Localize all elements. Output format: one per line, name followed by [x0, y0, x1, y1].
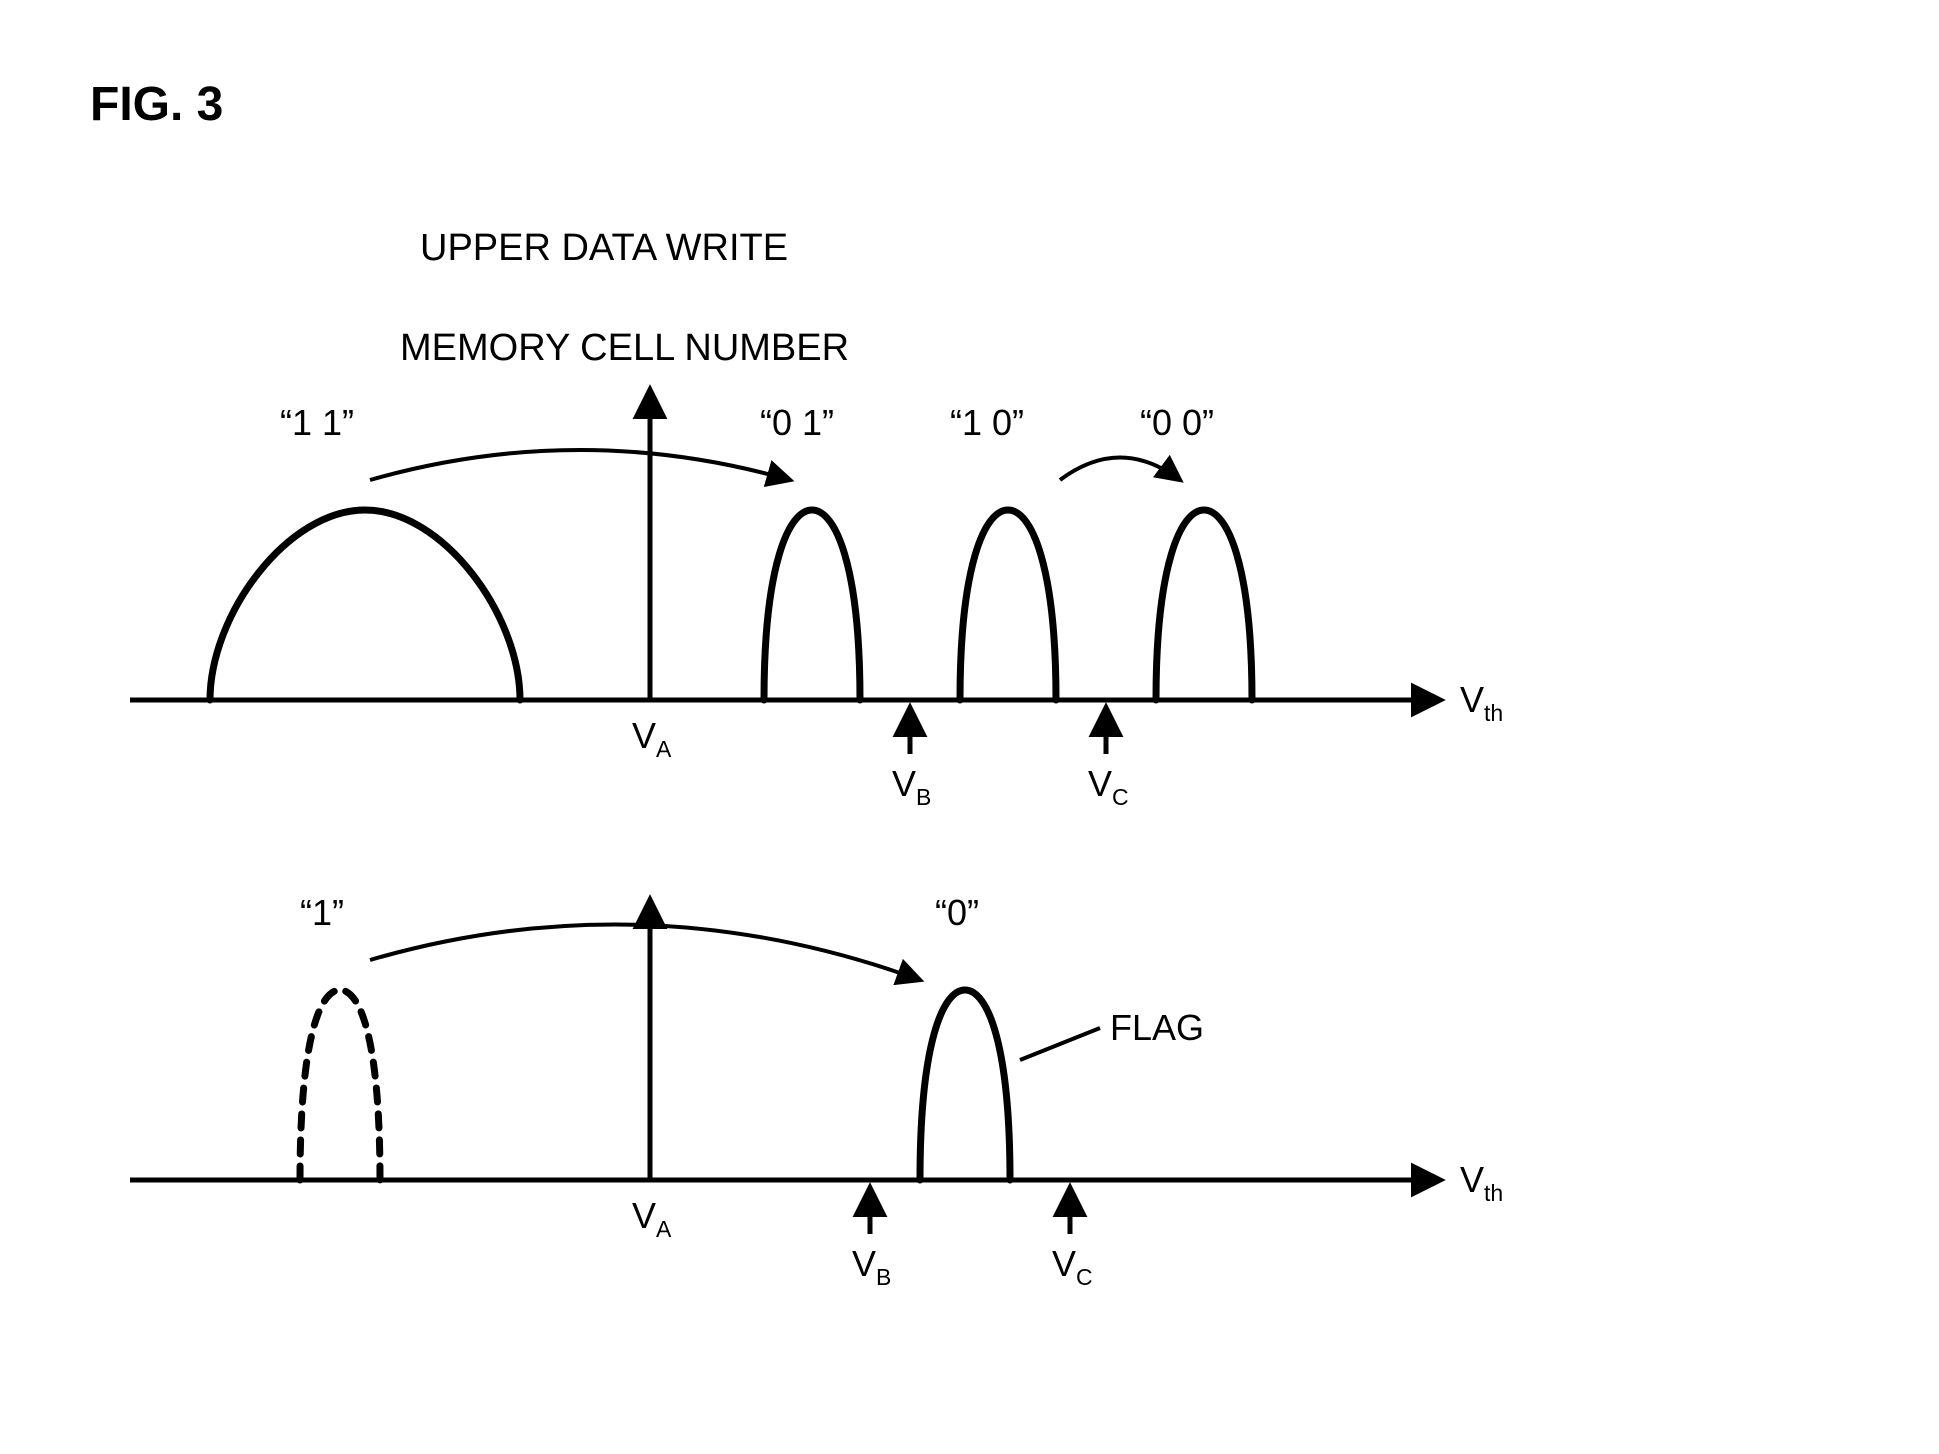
bottom-distribution-0 [300, 990, 380, 1180]
figure-label: FIG. 3 [90, 78, 223, 131]
top-tick-label-2: VC [1088, 763, 1129, 810]
top-transition-arrow-0 [370, 450, 790, 480]
top-distribution-3 [1156, 510, 1252, 700]
diagram-title: UPPER DATA WRITE [420, 227, 788, 269]
bottom-tick-label-0: VA [632, 1195, 672, 1242]
flag-label: FLAG [1110, 1007, 1204, 1048]
bottom-distribution-1 [920, 990, 1010, 1180]
bottom-state-label-1: “0” [935, 892, 979, 933]
top-tick-label-1: VB [892, 763, 931, 810]
top-distribution-2 [960, 510, 1056, 700]
top-vth-label: Vth [1460, 679, 1503, 726]
top-transition-arrow-1 [1060, 458, 1180, 481]
bottom-tick-label-2: VC [1052, 1243, 1093, 1290]
bottom-vth-label: Vth [1460, 1159, 1503, 1206]
top-state-label-1: “0 1” [760, 402, 834, 443]
bottom-tick-label-1: VB [852, 1243, 891, 1290]
bottom-state-label-0: “1” [300, 892, 344, 933]
y-axis-label: MEMORY CELL NUMBER [400, 327, 849, 369]
flag-leader-line [1020, 1028, 1100, 1060]
top-state-label-3: “0 0” [1140, 402, 1214, 443]
top-state-label-2: “1 0” [950, 402, 1024, 443]
top-state-label-0: “1 1” [280, 402, 354, 443]
top-distribution-1 [764, 510, 860, 700]
bottom-transition-arrow-0 [370, 924, 920, 980]
top-tick-label-0: VA [632, 715, 672, 762]
top-distribution-0 [210, 510, 520, 700]
